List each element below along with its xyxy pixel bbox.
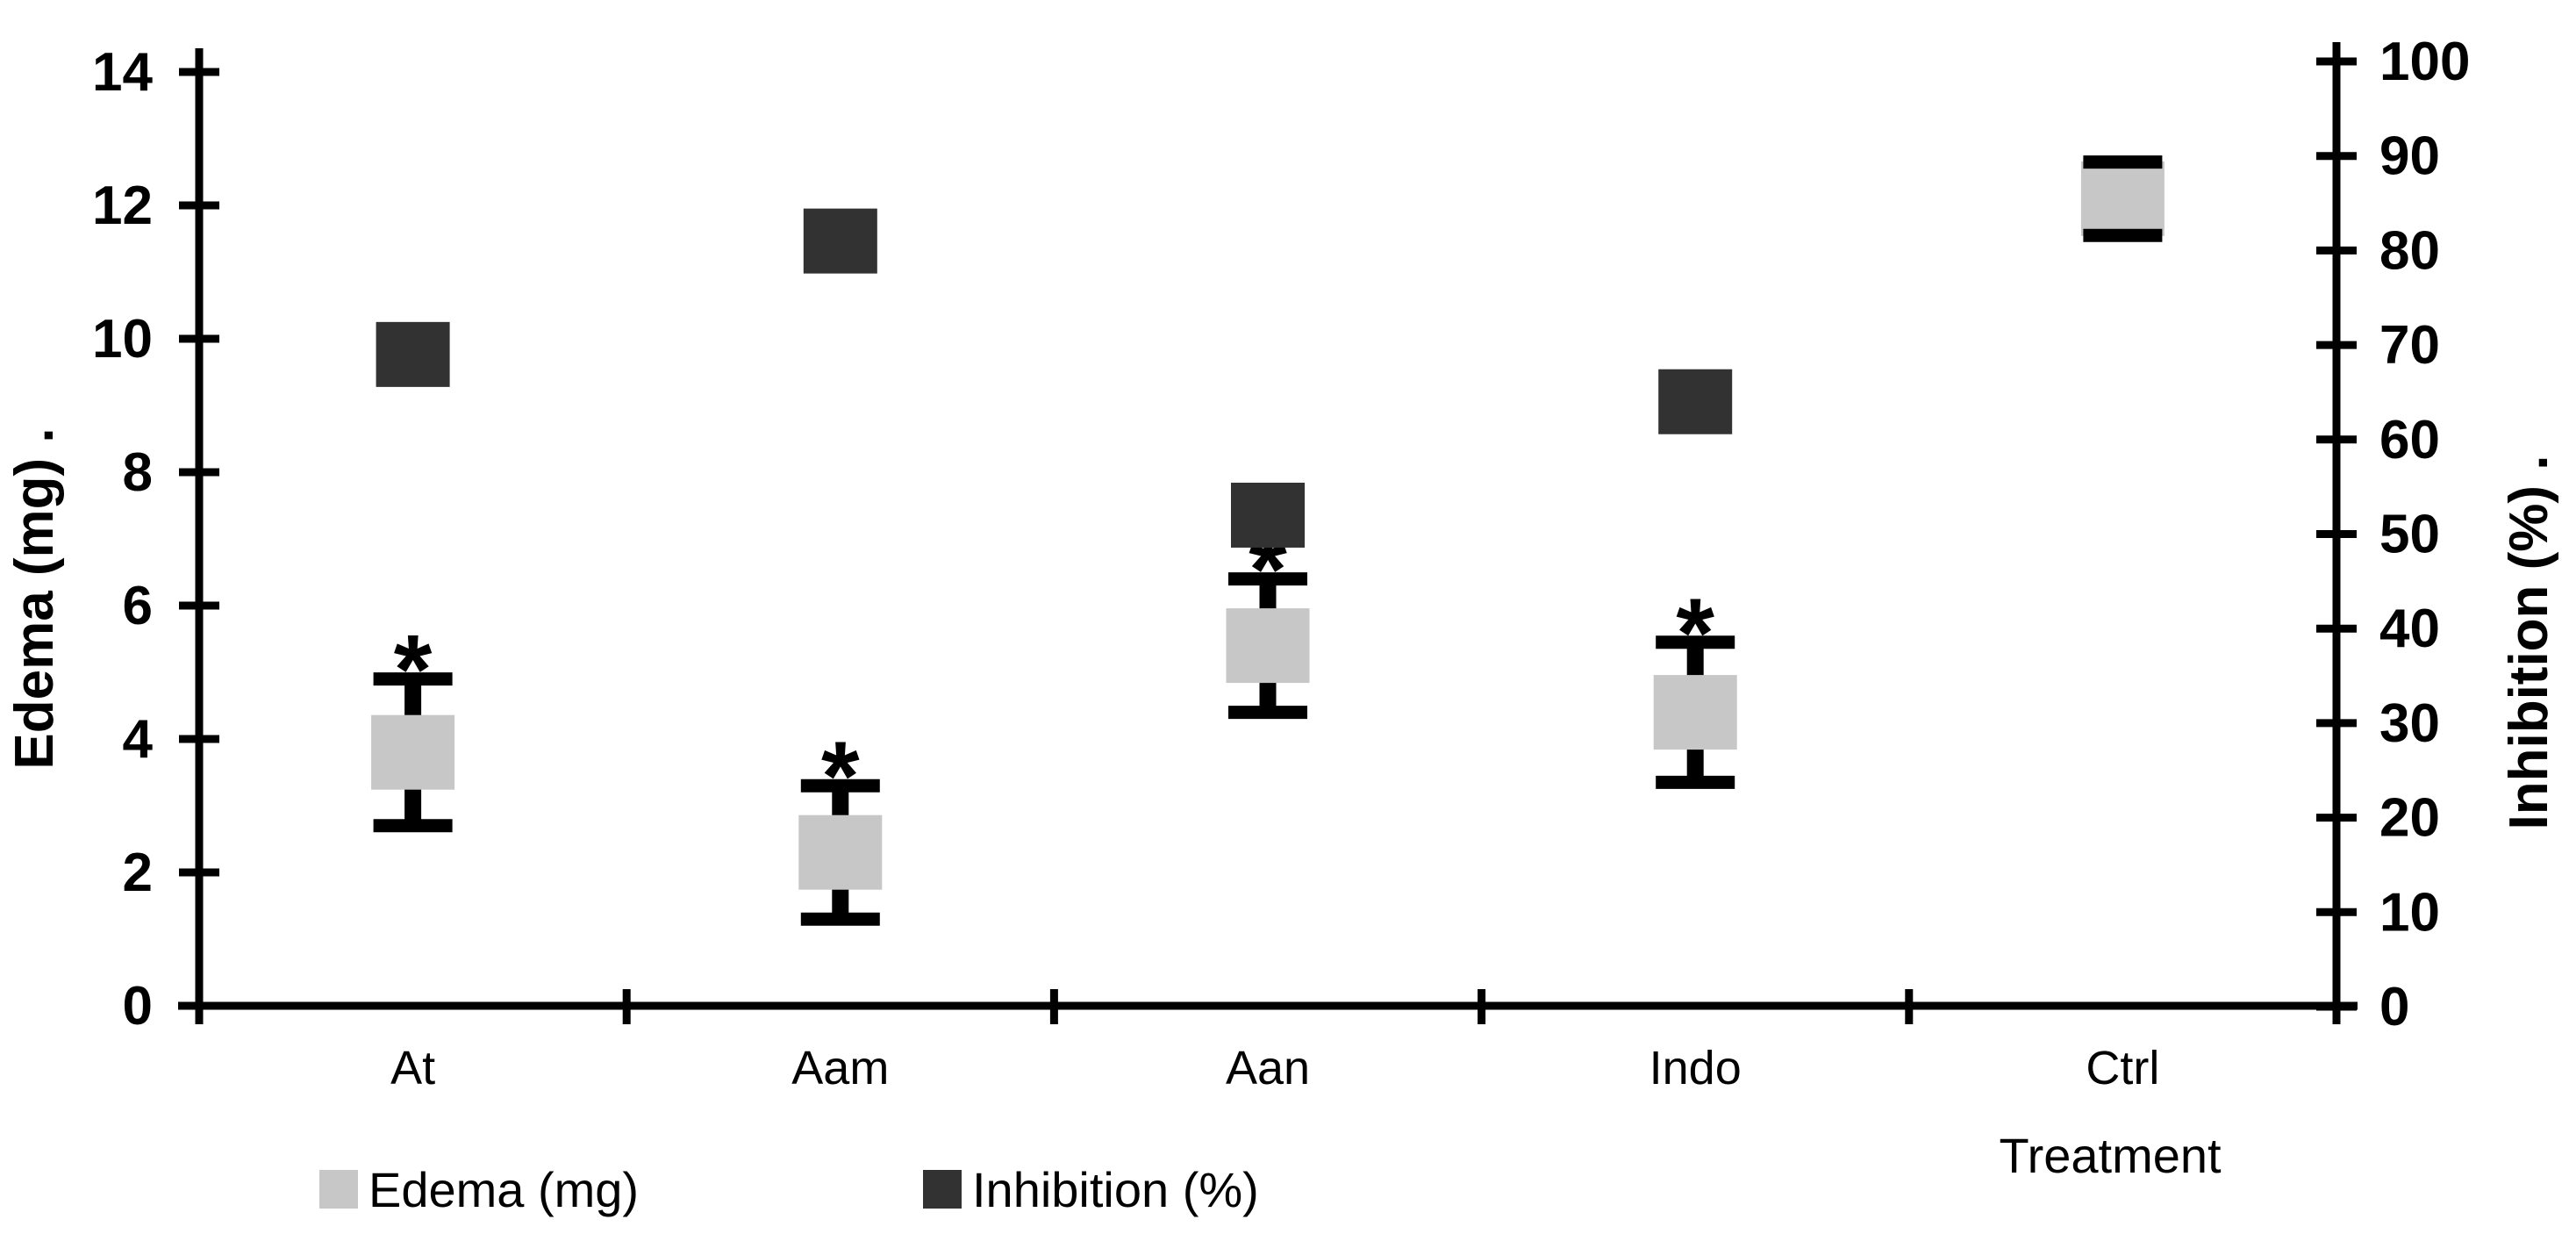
edema-marker-aam — [798, 814, 883, 890]
significance-asterisk: * — [1676, 578, 1714, 688]
right-tick-label: 20 — [2379, 788, 2440, 849]
category-label-indo: Indo — [1649, 1042, 1742, 1094]
right-tick-label: 40 — [2379, 599, 2440, 659]
inhibition-marker-aan — [1231, 482, 1305, 548]
right-tick-label: 90 — [2379, 126, 2440, 187]
inhibition-marker-at — [376, 321, 450, 387]
x-axis-title: Treatment — [1999, 1128, 2222, 1183]
right-tick-label: 30 — [2379, 693, 2440, 754]
edema-marker-aan — [1226, 608, 1310, 684]
right-tick-label: 50 — [2379, 505, 2440, 565]
edema-marker-at — [371, 714, 455, 790]
plot-area: 0 2 4 6 8 10 12 14 0 10 20 30 40 50 60 70 80 90 100 At Aam Aa… — [92, 32, 2470, 1094]
right-tick-label: 10 — [2379, 882, 2440, 943]
left-tick-label: 8 — [123, 442, 153, 503]
left-tick-label: 0 — [123, 976, 153, 1037]
left-tick-label: 12 — [92, 176, 153, 236]
right-tick-label: 100 — [2379, 32, 2470, 92]
legend-swatch-edema-icon — [319, 1170, 358, 1209]
left-tick-label: 14 — [92, 42, 153, 103]
legend-swatch-inhibition-icon — [923, 1170, 962, 1209]
legend-label-edema: Edema (mg) — [369, 1161, 640, 1217]
category-label-ctrl: Ctrl — [2086, 1042, 2159, 1094]
significance-asterisk: * — [821, 721, 860, 831]
left-tick-label: 2 — [123, 843, 153, 903]
right-tick-label: 80 — [2379, 220, 2440, 281]
right-tick-label: 60 — [2379, 410, 2440, 470]
left-tick-label: 6 — [123, 576, 153, 636]
left-tick-label: 10 — [92, 309, 153, 369]
right-tick-label: 0 — [2379, 977, 2409, 1037]
category-label-aan: Aan — [1226, 1042, 1310, 1094]
edema-marker-ctrl — [2080, 161, 2165, 236]
category-label-aam: Aam — [791, 1042, 889, 1094]
edema-marker-indo — [1653, 675, 1737, 750]
legend-item-inhibition: Inhibition (%) — [923, 1162, 1259, 1217]
inhibition-marker-indo — [1658, 369, 1733, 434]
left-axis-title: Edema (mg) . — [4, 427, 65, 769]
significance-asterisk: * — [394, 615, 433, 725]
category-label-at: At — [390, 1042, 435, 1094]
inhibition-marker-aam — [803, 208, 877, 274]
legend-item-edema: Edema (mg) — [319, 1162, 639, 1217]
right-axis-title: Inhibition (%) . — [2499, 455, 2559, 829]
left-tick-label: 4 — [123, 709, 154, 770]
legend-label-inhibition: Inhibition (%) — [972, 1161, 1259, 1217]
right-tick-label: 70 — [2379, 315, 2440, 376]
